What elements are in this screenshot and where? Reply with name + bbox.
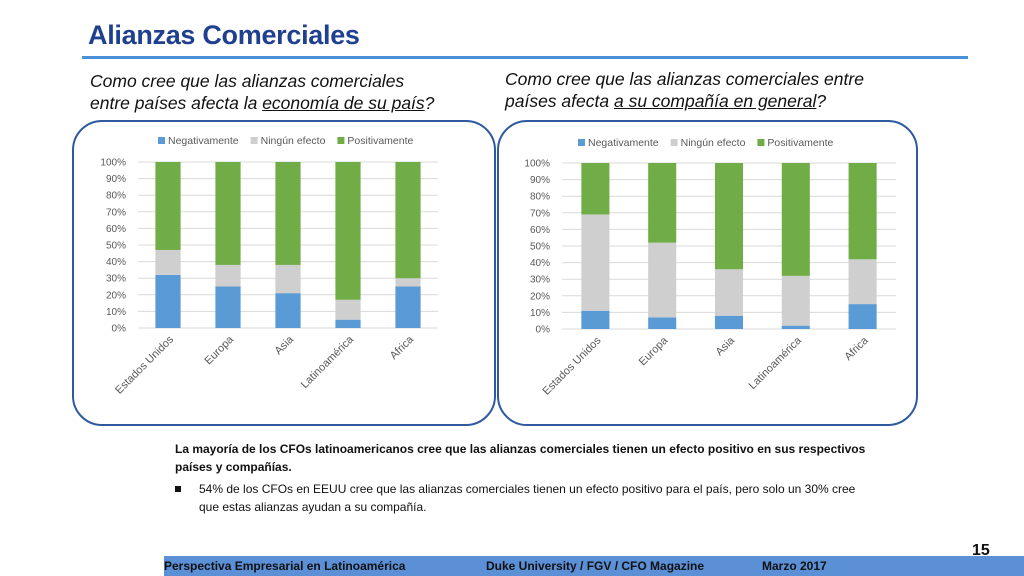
bar-negativamente-estados-unidos bbox=[581, 310, 610, 329]
y-tick-label: 100% bbox=[524, 159, 550, 170]
y-tick-label: 10% bbox=[106, 307, 126, 318]
bullet-text: 54% de los CFOs en EEUU cree que las ali… bbox=[199, 482, 856, 514]
question-right-underlined: a su compañía en general bbox=[613, 91, 817, 111]
question-left: Como cree que las alianzas comerciales e… bbox=[90, 70, 490, 114]
bar-negativamente-africa bbox=[848, 304, 877, 329]
legend-swatch bbox=[250, 137, 258, 144]
bullet-square-icon bbox=[175, 486, 181, 492]
legend-label: Negativamente bbox=[588, 137, 659, 149]
y-tick-label: 70% bbox=[106, 207, 126, 218]
legend-swatch bbox=[578, 139, 585, 146]
y-tick-label: 40% bbox=[106, 257, 126, 268]
bar-ningun-efecto-latinoamerica bbox=[781, 275, 810, 326]
x-tick-label: Africa bbox=[388, 333, 417, 362]
y-tick-label: 80% bbox=[106, 191, 126, 202]
chart-panel-right bbox=[497, 120, 918, 426]
y-tick-label: 20% bbox=[530, 291, 550, 302]
footer-bar: Perspectiva Empresarial en Latinoamérica… bbox=[164, 556, 1024, 576]
question-left-underlined: economía de su país bbox=[262, 93, 425, 113]
bar-negativamente-latinoamerica bbox=[335, 319, 361, 328]
x-tick-label: Estados Unidos bbox=[113, 333, 176, 396]
bar-ningun-efecto-africa bbox=[848, 259, 877, 305]
bar-positivamente-asia bbox=[275, 162, 301, 265]
legend-swatch bbox=[158, 137, 165, 144]
bar-ningun-efecto-estados-unidos bbox=[155, 249, 181, 275]
y-tick-label: 90% bbox=[530, 175, 550, 186]
x-tick-label: Asia bbox=[713, 334, 737, 358]
bar-negativamente-europa bbox=[215, 286, 241, 328]
y-tick-label: 60% bbox=[530, 225, 550, 236]
y-tick-label: 100% bbox=[100, 158, 126, 169]
y-tick-label: 50% bbox=[530, 242, 550, 253]
bar-positivamente-asia bbox=[714, 163, 744, 270]
y-tick-label: 50% bbox=[106, 241, 126, 252]
bar-ningun-efecto-latinoamerica bbox=[335, 299, 361, 320]
y-tick-label: 0% bbox=[536, 325, 551, 336]
bar-positivamente-africa bbox=[395, 162, 421, 279]
chart-economia-pais: 0% 10% 20% 30% 40% 50% 60% 70% 80% 90% 100% Estados… bbox=[100, 135, 438, 397]
legend-label: Ningún efecto bbox=[681, 137, 746, 149]
y-tick-label: 30% bbox=[106, 274, 126, 285]
legend-swatch bbox=[757, 139, 765, 146]
y-tick-label: 80% bbox=[530, 192, 550, 203]
legend-label: Ningún efecto bbox=[261, 135, 326, 147]
chart-panel-left bbox=[72, 120, 496, 426]
bar-ningun-efecto-estados-unidos bbox=[581, 214, 610, 311]
bullet-point: 54% de los CFOs en EEUU cree que las ali… bbox=[175, 480, 875, 516]
chart-compania: 0% 10% 20% 30% 40% 50% 60% 70% 80% 90% 100% Estados… bbox=[524, 137, 896, 398]
bar-ningun-efecto-asia bbox=[714, 269, 744, 316]
bar-negativamente-estados-unidos bbox=[155, 274, 181, 328]
slide-title: Alianzas Comerciales bbox=[88, 20, 360, 50]
x-tick-label: Latinoamérica bbox=[299, 333, 357, 391]
bar-positivamente-africa bbox=[848, 163, 877, 260]
x-tick-label: Asia bbox=[272, 333, 296, 357]
title-underline bbox=[82, 56, 968, 59]
bar-positivamente-estados-unidos bbox=[155, 162, 181, 250]
y-tick-label: 30% bbox=[530, 275, 550, 286]
question-left-line1: Como cree que las alianzas comerciales bbox=[90, 71, 405, 91]
page-number: 15 bbox=[972, 542, 990, 559]
y-tick-label: 10% bbox=[530, 308, 550, 319]
question-right-line2-prefix: países afecta bbox=[505, 91, 614, 111]
footer-center: Duke University / FGV / CFO Magazine bbox=[486, 559, 705, 573]
bar-negativamente-asia bbox=[714, 315, 744, 329]
legend-label: Positivamente bbox=[347, 135, 413, 147]
question-right-line1: Como cree que las alianzas comerciales e… bbox=[505, 69, 864, 89]
footer-left: Perspectiva Empresarial en Latinoamérica bbox=[164, 559, 406, 573]
legend-label: Positivamente bbox=[767, 137, 833, 149]
bar-ningun-efecto-africa bbox=[395, 278, 421, 287]
x-tick-label: Latinoamérica bbox=[747, 334, 805, 392]
question-right-suffix: ? bbox=[816, 91, 827, 111]
summary-text: La mayoría de los CFOs latinoamericanos … bbox=[175, 442, 866, 474]
legend-swatch bbox=[670, 139, 678, 146]
y-tick-label: 0% bbox=[112, 324, 127, 335]
x-tick-label: Estados Unidos bbox=[541, 334, 604, 397]
bar-negativamente-asia bbox=[275, 293, 301, 328]
y-tick-label: 70% bbox=[530, 208, 550, 219]
bar-ningun-efecto-europa bbox=[215, 264, 241, 287]
bar-negativamente-latinoamerica bbox=[781, 325, 810, 329]
question-left-suffix: ? bbox=[424, 93, 435, 113]
bar-positivamente-europa bbox=[648, 163, 677, 243]
bar-positivamente-latinoamerica bbox=[335, 162, 361, 300]
question-left-line2-prefix: entre países afecta la bbox=[90, 93, 263, 113]
legend-label: Negativamente bbox=[168, 135, 239, 147]
bar-positivamente-europa bbox=[215, 162, 241, 265]
x-tick-label: Africa bbox=[842, 334, 871, 363]
x-tick-label: Europa bbox=[203, 333, 237, 367]
y-tick-label: 20% bbox=[106, 290, 126, 301]
legend-swatch bbox=[337, 137, 345, 144]
bar-ningun-efecto-asia bbox=[275, 264, 301, 294]
y-tick-label: 40% bbox=[530, 258, 550, 269]
x-tick-label: Europa bbox=[637, 334, 671, 368]
y-tick-label: 90% bbox=[106, 174, 126, 185]
bar-negativamente-europa bbox=[648, 317, 677, 329]
bar-ningun-efecto-europa bbox=[648, 242, 677, 318]
bar-positivamente-estados-unidos bbox=[581, 163, 610, 215]
bar-negativamente-africa bbox=[395, 286, 421, 328]
bar-positivamente-latinoamerica bbox=[781, 163, 810, 276]
y-tick-label: 60% bbox=[106, 224, 126, 235]
question-right: Como cree que las alianzas comerciales e… bbox=[505, 68, 925, 112]
footer-right: Marzo 2017 bbox=[762, 559, 827, 573]
